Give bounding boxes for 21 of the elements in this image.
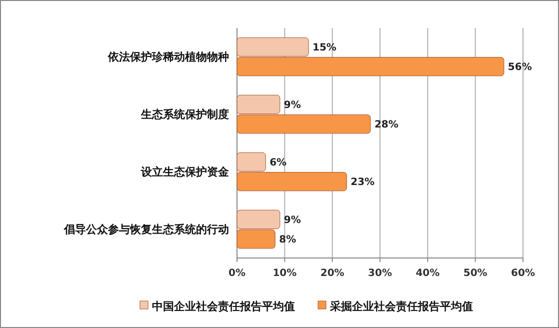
data-label: 56% [508, 62, 532, 74]
x-tick-label: 10% [272, 268, 297, 279]
data-label: 28% [374, 120, 398, 131]
y-tick-label: 设立生态保护资金 [140, 166, 230, 179]
x-tick-label: 40% [416, 268, 440, 279]
y-tick-label: 依法保护珍稀动植物物种 [107, 50, 229, 64]
x-tick-label: 30% [368, 268, 392, 279]
x-tick-label: 0% [228, 268, 246, 279]
legend-label: 采掘企业社会责任报告平均值 [329, 300, 473, 313]
data-label: 15% [312, 42, 336, 54]
data-label: 9% [284, 214, 301, 226]
y-tick-label: 倡导公众参与恢复生态系统的行动 [63, 223, 229, 236]
x-tick-label: 60% [511, 268, 535, 279]
data-label: 23% [350, 177, 375, 188]
x-tick-label: 20% [320, 268, 344, 279]
data-label: 9% [284, 100, 301, 111]
legend-label: 中国企业社会责任报告平均值 [152, 300, 295, 313]
y-tick-label: 生态系统保护制度 [140, 108, 229, 122]
data-label: 6% [270, 157, 287, 168]
data-label: 8% [279, 234, 296, 246]
x-tick-label: 50% [463, 268, 488, 279]
